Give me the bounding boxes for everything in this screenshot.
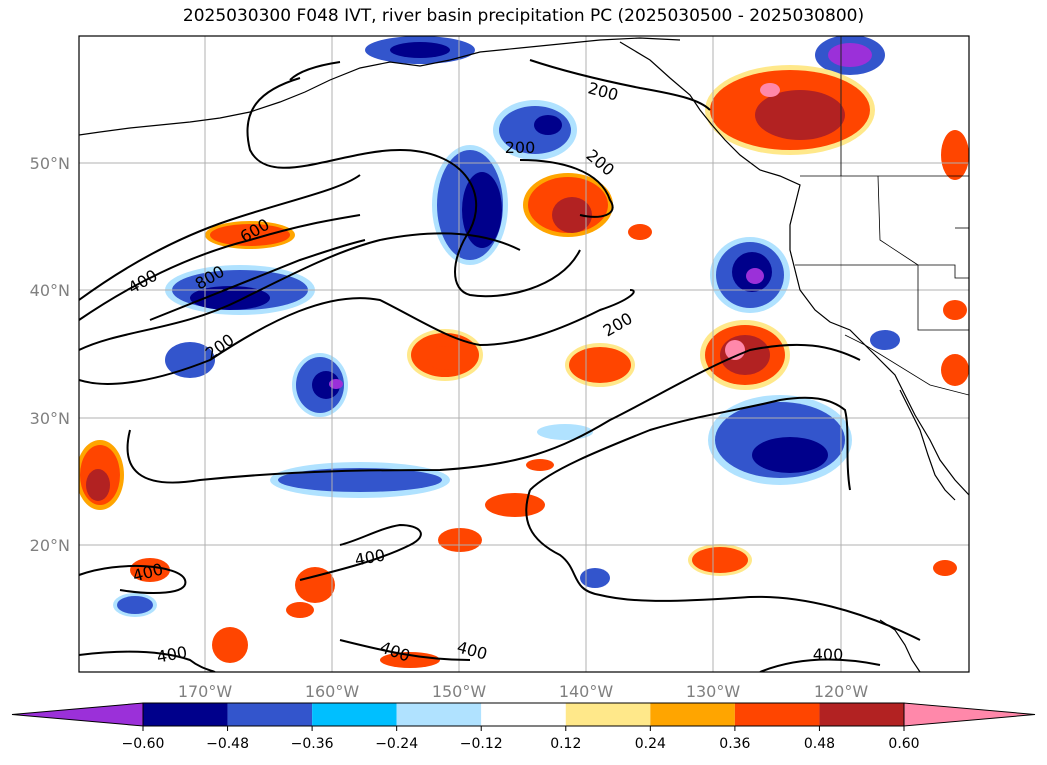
- precip-anomaly-patch: [746, 268, 764, 284]
- precip-anomaly-patch: [537, 424, 593, 440]
- precip-anomaly-patch: [580, 568, 610, 588]
- precip-anomaly-patch: [295, 567, 335, 603]
- precip-anomaly-patch: [943, 300, 967, 320]
- colorbar-bin: [481, 703, 566, 726]
- precip-anomaly-patch: [933, 560, 957, 576]
- precip-anomaly-patch: [190, 286, 270, 310]
- precip-anomaly-patch: [828, 43, 872, 67]
- precip-anomaly-patch: [278, 468, 442, 492]
- precip-anomaly-patch: [312, 371, 340, 399]
- colorbar-tick-label: −0.60: [122, 736, 165, 752]
- colorbar-tick-label: 0.36: [719, 736, 750, 752]
- boundaries: [795, 36, 969, 396]
- precip-anomaly-patch: [569, 347, 631, 383]
- colorbar-tick-label: −0.12: [460, 736, 503, 752]
- lon-label: 150°W: [432, 682, 487, 701]
- lon-label: 120°W: [814, 682, 869, 701]
- precip-anomaly-patch: [628, 224, 652, 240]
- precip-anomaly-patch: [534, 115, 562, 135]
- precip-anomaly-patch: [438, 528, 482, 552]
- lat-label: 30°N: [30, 409, 70, 428]
- precip-anomaly-patch: [760, 83, 780, 97]
- map-title: 2025030300 F048 IVT, river basin precipi…: [182, 6, 865, 26]
- colorbar-extend-high: [903, 702, 1036, 727]
- precip-anomaly-patch: [427, 346, 463, 370]
- precip-anomaly-patch: [212, 627, 248, 663]
- colorbar-tick-label: −0.24: [375, 736, 418, 752]
- precip-anomaly-patch: [462, 172, 502, 248]
- colorbar-bin: [396, 703, 482, 726]
- colorbar-bin: [143, 703, 228, 726]
- precip-anomaly-patch: [210, 224, 290, 246]
- lon-label: 160°W: [305, 682, 360, 701]
- colorbar-tick-label: 0.24: [635, 736, 666, 752]
- colorbar-bin: [650, 703, 735, 726]
- precip-anomaly-patch: [130, 558, 170, 582]
- precip-anomaly-patch: [117, 596, 153, 614]
- precip-anomaly-patch: [692, 547, 748, 573]
- colorbar-bin: [734, 703, 820, 726]
- colorbar-tick-label: −0.48: [206, 736, 249, 752]
- lon-label: 140°W: [559, 682, 614, 701]
- colorbar-bin: [227, 703, 313, 726]
- precip-anomaly-patch: [870, 330, 900, 350]
- colorbar-tick-label: 0.48: [804, 736, 835, 752]
- coastlines: [79, 37, 969, 672]
- precip-anomaly-patch: [755, 90, 845, 140]
- colorbar-bin: [565, 703, 651, 726]
- colorbar-tick-label: 0.12: [550, 736, 581, 752]
- precip-anomaly-patch: [329, 379, 343, 389]
- precip-anomaly-patch: [380, 652, 440, 668]
- precip-anomaly-patch: [752, 437, 828, 473]
- latitude-labels: 50°N 40°N 30°N 20°N: [30, 154, 70, 555]
- lat-label: 20°N: [30, 536, 70, 555]
- lat-label: 50°N: [30, 154, 70, 173]
- lon-label: 170°W: [178, 682, 233, 701]
- contour-label: 400: [813, 645, 844, 664]
- precip-anomaly-patch: [485, 493, 545, 517]
- precip-anomaly-patch: [552, 197, 592, 233]
- colorbar-bin: [312, 703, 397, 726]
- colorbar-tick-label: 0.60: [888, 736, 919, 752]
- precip-anomaly-patch: [526, 459, 554, 471]
- precip-anomaly-patch: [286, 602, 314, 618]
- colorbar-frame: [142, 702, 905, 727]
- lon-label: 130°W: [686, 682, 741, 701]
- precip-anomaly-patch: [390, 42, 450, 58]
- map-frame: [78, 35, 970, 673]
- colorbar: −0.60 −0.48 −0.36 −0.24 −0.12 0.12 0.24 0.36 0.4…: [11, 702, 1036, 752]
- colorbar-tick-label: −0.36: [291, 736, 334, 752]
- lat-label: 40°N: [30, 281, 70, 300]
- ivt-contours: [79, 59, 921, 672]
- contour-label: 200: [505, 138, 536, 157]
- precip-anomaly-patch: [165, 342, 215, 378]
- precip-anomaly-patch: [941, 130, 969, 180]
- precip-anomaly-patch: [86, 469, 110, 501]
- precipitation-pc-fill: [79, 36, 969, 668]
- colorbar-bin: [819, 703, 904, 726]
- precip-anomaly-patch: [941, 354, 969, 386]
- colorbar-extend-low: [11, 702, 144, 727]
- longitude-labels: 170°W 160°W 150°W 140°W 130°W 120°W: [178, 682, 869, 701]
